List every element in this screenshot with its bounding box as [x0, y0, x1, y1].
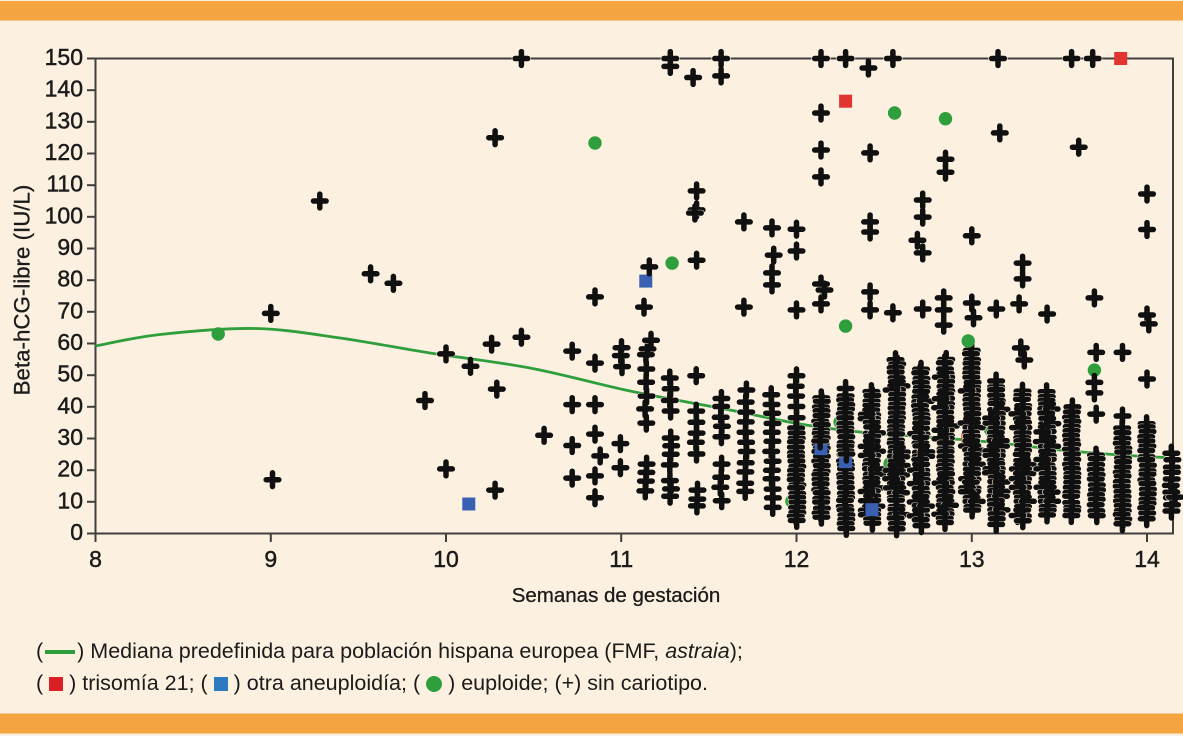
svg-text:70: 70	[57, 297, 83, 323]
svg-text:Semanas de gestación: Semanas de gestación	[512, 584, 721, 607]
svg-text:30: 30	[57, 424, 83, 450]
svg-text:50: 50	[57, 361, 83, 387]
svg-text:90: 90	[57, 234, 83, 260]
svg-text:60: 60	[57, 329, 83, 355]
svg-text:100: 100	[45, 202, 83, 228]
svg-text:12: 12	[784, 546, 810, 572]
svg-text:140: 140	[45, 76, 83, 102]
svg-text:120: 120	[45, 139, 83, 165]
svg-text:11: 11	[609, 546, 633, 572]
svg-text:13: 13	[959, 546, 985, 572]
svg-text:130: 130	[45, 107, 83, 133]
svg-text:110: 110	[46, 171, 83, 197]
svg-text:14: 14	[1134, 546, 1160, 572]
svg-text:9: 9	[264, 546, 277, 572]
svg-text:0: 0	[70, 519, 83, 545]
svg-text:150: 150	[45, 44, 83, 70]
svg-text:20: 20	[57, 456, 83, 482]
svg-text:80: 80	[57, 266, 83, 292]
svg-text:10: 10	[433, 546, 459, 572]
svg-text:8: 8	[89, 546, 102, 572]
svg-text:10: 10	[57, 487, 83, 513]
svg-text:40: 40	[57, 392, 83, 418]
svg-text:Beta-hCG-libre (IU/L): Beta-hCG-libre (IU/L)	[10, 185, 35, 396]
